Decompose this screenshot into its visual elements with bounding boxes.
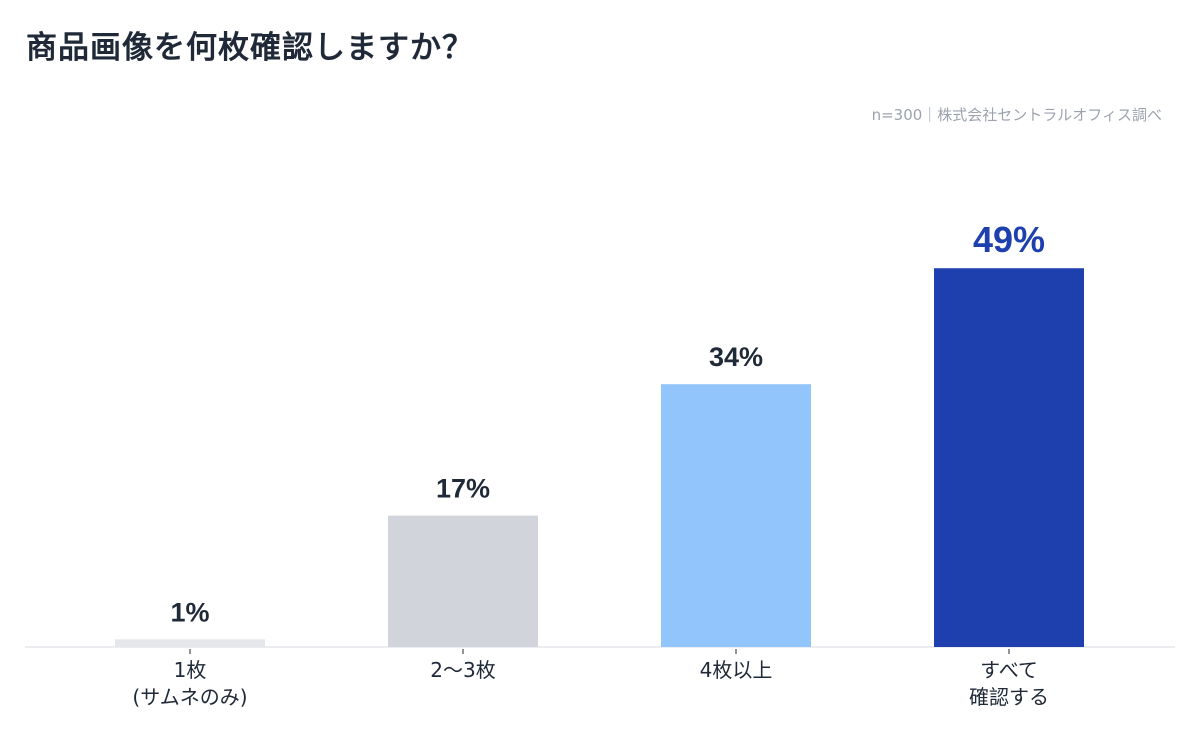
x-tick-label-3-1: 確認する	[969, 685, 1049, 709]
x-tick-label-2-0: 4枚以上	[700, 658, 773, 682]
bar-3	[934, 268, 1084, 647]
chart-title: 商品画像を何枚確認しますか？	[26, 30, 474, 66]
value-label-1: 17%	[436, 474, 490, 504]
bar-2	[661, 384, 811, 647]
bar-1	[388, 515, 538, 647]
x-tick-label-3-0: すべて	[980, 658, 1038, 682]
x-tick-label-1-0: 2〜3枚	[430, 658, 495, 682]
x-tick-label-0-0: 1枚	[174, 658, 207, 682]
value-label-0: 1%	[170, 597, 209, 627]
value-label-3: 49%	[973, 219, 1045, 260]
x-tick-label-0-1: (サムネのみ)	[132, 685, 247, 709]
source-note: n=300｜株式会社セントラルオフィス調べ	[871, 106, 1162, 124]
bar-0	[115, 639, 265, 647]
value-label-2: 34%	[709, 342, 763, 372]
